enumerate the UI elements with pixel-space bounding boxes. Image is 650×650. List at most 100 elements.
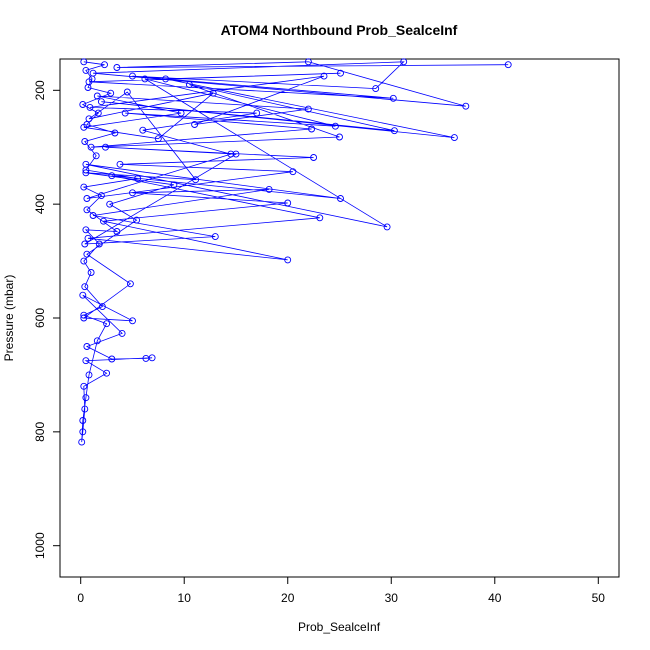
x-tick-label: 30 (385, 591, 399, 605)
data-point (289, 168, 297, 176)
data-point (462, 102, 470, 110)
data-point (389, 94, 397, 102)
data-point (126, 280, 134, 288)
data-point (97, 192, 105, 200)
data-point (88, 75, 96, 83)
data-point (80, 183, 88, 191)
data-point (304, 58, 312, 66)
data-point (101, 61, 108, 69)
data-point (79, 417, 87, 424)
y-axis-label: Pressure (mbar) (2, 275, 16, 362)
data-layer (78, 58, 512, 446)
data-point (253, 109, 261, 117)
x-tick-label: 20 (281, 591, 295, 605)
data-point (87, 269, 95, 276)
data-point (82, 357, 90, 365)
data-point (400, 58, 408, 66)
x-tick-label: 40 (488, 591, 502, 605)
data-point (191, 121, 199, 128)
data-point (116, 160, 124, 168)
data-point (118, 329, 126, 337)
data-point (227, 150, 235, 158)
data-point (185, 81, 193, 89)
data-point (141, 75, 149, 83)
data-point (113, 64, 121, 71)
data-point (86, 103, 94, 111)
chart-title: ATOM4 Northbound Prob_SealceInf (221, 22, 458, 38)
data-point (87, 143, 95, 151)
data-point (83, 121, 91, 128)
data-point (504, 61, 512, 69)
data-point (310, 154, 318, 161)
y-axis: 200 400 600 800 1000 (33, 80, 61, 559)
data-point (82, 394, 90, 402)
data-point (108, 172, 116, 180)
data-point (320, 72, 328, 80)
data-point (308, 125, 316, 133)
data-point (81, 405, 89, 413)
x-tick-label: 10 (178, 591, 192, 605)
x-axis-label: Prob_SealceInf (298, 620, 381, 634)
y-tick-label: 400 (33, 194, 47, 214)
data-point (85, 371, 93, 379)
data-point (129, 189, 136, 197)
y-tick-label: 1000 (33, 532, 47, 559)
data-point (121, 109, 129, 117)
data-point (83, 250, 91, 258)
data-point (83, 206, 91, 214)
data-point (102, 143, 109, 151)
data-point (337, 69, 344, 77)
data-point (82, 226, 90, 234)
data-point (107, 89, 115, 97)
data-point (372, 85, 380, 93)
data-point (106, 200, 114, 208)
x-tick-label: 50 (592, 591, 606, 605)
data-point (97, 98, 105, 106)
data-point (331, 122, 339, 130)
data-point (92, 152, 100, 160)
data-point (103, 369, 111, 377)
x-tick-label: 0 (77, 591, 84, 605)
data-point (337, 195, 344, 202)
y-tick-label: 200 (33, 80, 47, 100)
data-point (211, 233, 219, 241)
data-point (123, 88, 131, 96)
data-point (82, 169, 90, 177)
data-point (84, 234, 92, 242)
data-point (304, 105, 312, 113)
data-point (89, 212, 97, 219)
x-axis: 0 10 20 30 40 50 (77, 576, 606, 605)
data-point (83, 343, 91, 350)
data-point (81, 138, 89, 145)
data-point (129, 72, 136, 80)
data-point (133, 216, 141, 224)
data-point (316, 214, 324, 222)
data-point (284, 256, 292, 264)
data-point (95, 240, 103, 248)
data-point (84, 84, 92, 91)
data-point (192, 176, 200, 184)
data-point (103, 320, 111, 328)
data-point (383, 223, 391, 231)
y-tick-label: 600 (33, 308, 47, 328)
data-point (83, 195, 91, 202)
data-point (82, 166, 90, 174)
data-point (134, 175, 142, 182)
data-point (80, 314, 88, 322)
data-point (94, 109, 102, 117)
data-point (93, 337, 101, 345)
data-point (148, 354, 156, 362)
data-point (81, 283, 89, 291)
data-point (82, 66, 90, 74)
data-point (113, 228, 121, 235)
y-tick-label: 800 (33, 422, 47, 442)
data-point (80, 58, 88, 66)
data-point (93, 92, 101, 100)
data-point (336, 133, 343, 141)
data-point (129, 317, 136, 325)
data-point (284, 199, 292, 207)
data-point (79, 291, 87, 299)
data-point (100, 217, 107, 225)
data-point (80, 257, 88, 265)
